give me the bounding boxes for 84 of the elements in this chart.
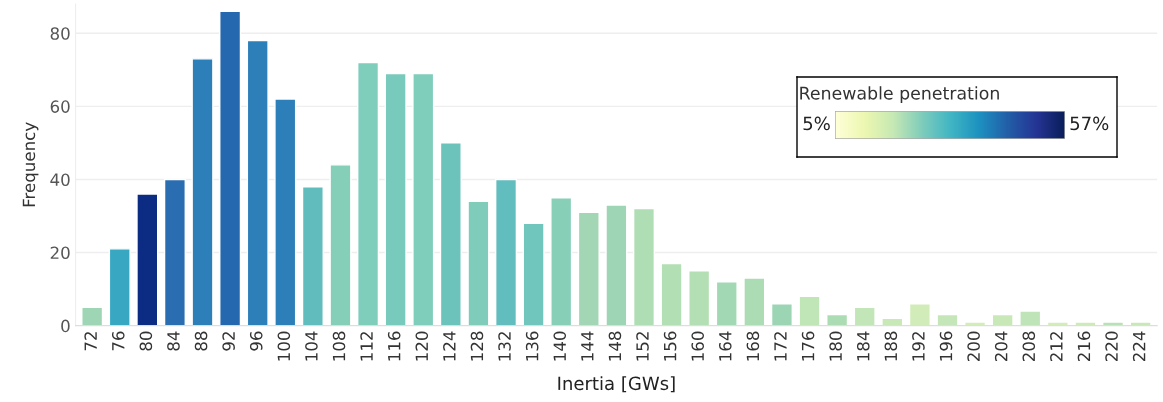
x-tick-label: 96	[249, 331, 263, 351]
x-tick-label: 144	[581, 331, 594, 361]
x-tick-label: 108	[332, 331, 346, 361]
x-tick-label: 168	[746, 331, 760, 361]
bar	[991, 313, 1014, 326]
bar	[108, 248, 131, 326]
bar	[936, 313, 959, 326]
y-axis-title: Frequency	[22, 122, 39, 207]
bar	[632, 207, 656, 326]
x-tick-label: 76	[111, 331, 125, 351]
bar	[1019, 310, 1042, 326]
x-tick-label: 140	[553, 331, 567, 361]
y-tick-label: 20	[50, 246, 70, 260]
bar	[743, 277, 766, 326]
x-tick-label: 164	[718, 331, 732, 361]
bar	[1101, 321, 1125, 326]
bar	[1074, 321, 1097, 326]
x-tick-label: 116	[387, 331, 401, 361]
bar	[219, 10, 242, 326]
bar	[605, 204, 628, 326]
x-tick-label: 208	[1022, 331, 1036, 362]
bar	[357, 61, 380, 326]
bar	[798, 295, 821, 326]
x-tick-label: 220	[1105, 331, 1118, 362]
x-tick-label: 180	[829, 331, 842, 361]
x-tick-label: 80	[139, 331, 153, 351]
bar	[274, 98, 297, 326]
bar	[770, 302, 793, 326]
x-tick-label: 92	[222, 332, 235, 351]
bar	[163, 178, 186, 326]
bar	[1129, 321, 1152, 326]
bar	[688, 270, 711, 326]
x-tick-label: 204	[994, 331, 1008, 362]
x-tick-label: 192	[912, 332, 925, 361]
x-tick-label: 172	[774, 332, 787, 361]
x-tick-label: 128	[470, 331, 484, 361]
x-tick-label: 88	[194, 331, 208, 351]
x-tick-label: 188	[884, 331, 898, 361]
bar	[467, 200, 490, 326]
x-tick-label: 224	[1132, 331, 1146, 362]
x-tick-label: 200	[967, 331, 980, 362]
bar	[853, 306, 876, 326]
bar	[191, 58, 214, 326]
bar	[412, 72, 435, 326]
bar	[439, 142, 462, 326]
bar	[577, 211, 600, 326]
x-tick-label: 100	[277, 331, 291, 361]
bar	[550, 197, 573, 326]
bar	[964, 321, 987, 326]
bar	[246, 39, 269, 326]
x-tick-label: 72	[84, 332, 97, 351]
x-tick-label: 148	[608, 331, 622, 361]
x-tick-label: 132	[498, 332, 511, 361]
x-tick-label: 216	[1077, 331, 1091, 362]
bar	[329, 164, 352, 326]
bar	[81, 306, 104, 326]
x-tick-label: 124	[443, 331, 456, 361]
y-tick-label: 0	[61, 319, 70, 333]
x-tick-label: 160	[691, 331, 704, 361]
bar	[660, 262, 683, 326]
x-tick-label: 152	[636, 332, 649, 361]
bar	[908, 302, 931, 326]
x-tick-label: 156	[663, 331, 677, 361]
bar	[715, 281, 738, 326]
bar	[1046, 321, 1069, 326]
y-tick-label: 60	[50, 100, 70, 113]
x-tick-label: 184	[856, 331, 870, 361]
x-tick-label: 176	[801, 331, 815, 361]
x-tick-label: 196	[939, 331, 953, 361]
bar	[522, 222, 545, 326]
bar	[826, 313, 849, 326]
x-tick-label: 84	[167, 331, 180, 351]
bar	[384, 72, 407, 326]
x-tick-label: 112	[360, 332, 373, 361]
y-tick-label: 40	[50, 173, 70, 187]
bar	[301, 186, 324, 326]
y-tick-label: 80	[50, 27, 70, 40]
bar	[136, 193, 159, 326]
x-tick-label: 136	[525, 331, 539, 361]
bar	[494, 178, 518, 326]
x-tick-label: 104	[305, 331, 318, 361]
x-tick-label: 212	[1050, 332, 1063, 362]
x-axis-title: Inertia [GWs]	[558, 376, 675, 393]
x-tick-label: 120	[415, 331, 429, 361]
